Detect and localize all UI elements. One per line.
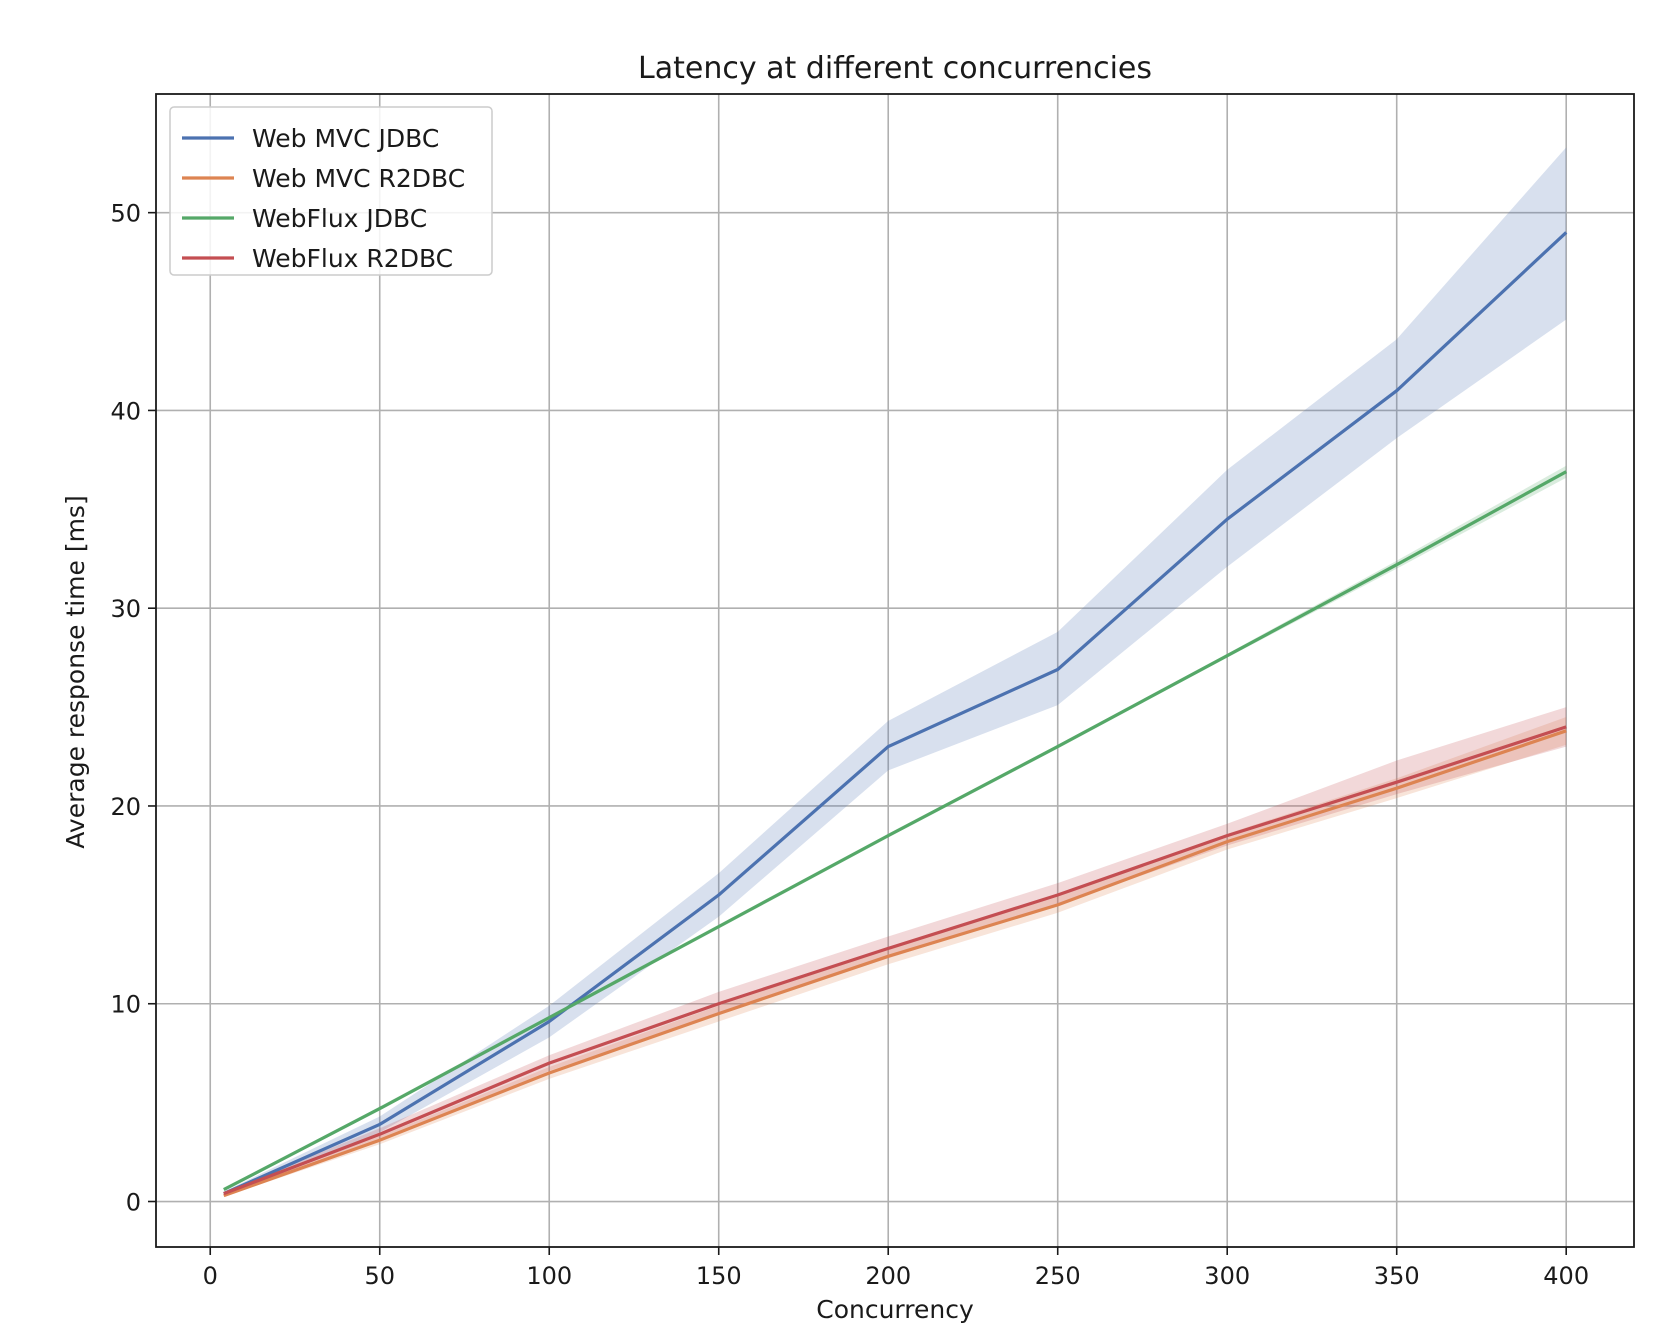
legend: Web MVC JDBC Web MVC R2DBC WebFlux JDBC Web… [169,106,493,276]
x-axis-label: Concurrency [816,1295,974,1324]
x-tick-label: 100 [526,1262,572,1290]
line-webflux-jdbc [223,470,1567,1192]
x-tick-label: 400 [1543,1262,1589,1290]
legend-label: Web MVC R2DBC [252,164,465,193]
series-lines [223,231,1568,1198]
x-tick-label: 0 [203,1262,218,1290]
band-webflux-r2dbc [223,707,1567,1196]
x-tick-label: 250 [1035,1262,1081,1290]
x-tick-label: 300 [1204,1262,1250,1290]
legend-label: WebFlux JDBC [252,204,427,233]
grid [156,94,1634,1247]
line-web-mvc-jdbc [223,231,1568,1196]
y-axis-label: Average response time [ms] [61,495,90,848]
y-tick-label: 10 [110,991,141,1019]
x-axis-ticks: 0 50 100 150 200 250 300 350 400 [203,1247,1589,1290]
chart-title: Latency at different concurrencies [638,51,1152,86]
x-tick-label: 50 [364,1262,395,1290]
y-tick-label: 0 [126,1189,141,1217]
legend-label: Web MVC JDBC [252,124,439,153]
band-web-mvc-r2dbc [223,717,1567,1197]
y-tick-label: 30 [110,595,141,623]
plot-frame [155,93,1635,1248]
legend-box [169,106,493,276]
y-axis-ticks: 0 10 20 30 40 50 [110,200,156,1217]
x-tick-label: 350 [1374,1262,1420,1290]
y-tick-label: 50 [110,200,141,228]
y-tick-label: 40 [110,397,141,425]
x-tick-label: 150 [696,1262,742,1290]
x-tick-label: 200 [865,1262,911,1290]
line-webflux-r2dbc [223,725,1567,1196]
legend-label: WebFlux R2DBC [252,244,453,273]
y-tick-label: 20 [110,793,141,821]
line-web-mvc-r2dbc [223,729,1567,1198]
